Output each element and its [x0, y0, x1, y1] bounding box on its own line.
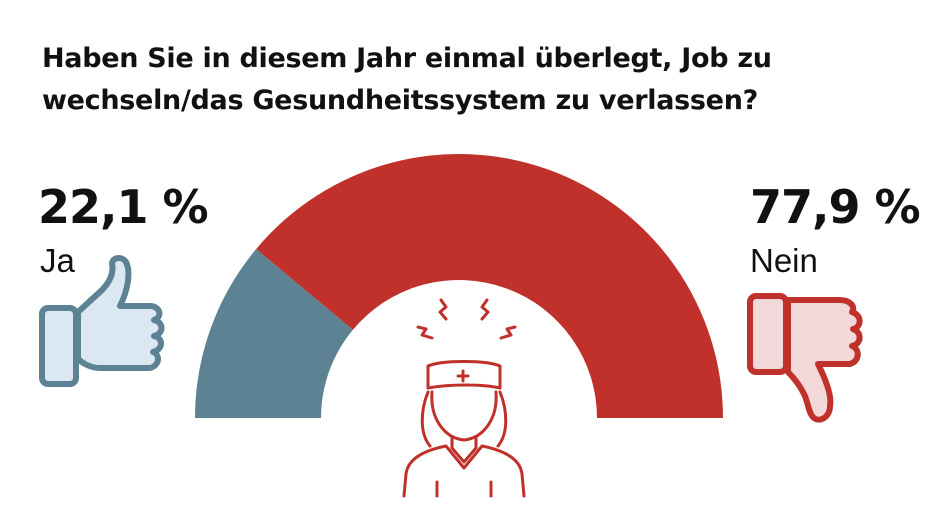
nein-percentage: 77,9 % — [750, 180, 921, 234]
thumbs-down-icon — [747, 293, 863, 423]
donut-slice-ja — [195, 249, 353, 418]
chart-title-line-2: wechseln/das Gesundheitssystem zu verlas… — [42, 85, 758, 116]
ja-label: Ja — [40, 242, 75, 279]
stressed-nurse-icon — [402, 298, 526, 498]
nein-label: Nein — [750, 242, 818, 279]
chart-title-line-1: Haben Sie in diesem Jahr einmal überlegt… — [42, 43, 772, 74]
ja-percentage: 22,1 % — [38, 180, 209, 234]
donut-slice-nein — [256, 153, 723, 418]
chart-title: Haben Sie in diesem Jahr einmal überlegt… — [42, 38, 902, 122]
donut-slices — [195, 153, 723, 418]
thumbs-up-icon — [39, 255, 165, 387]
